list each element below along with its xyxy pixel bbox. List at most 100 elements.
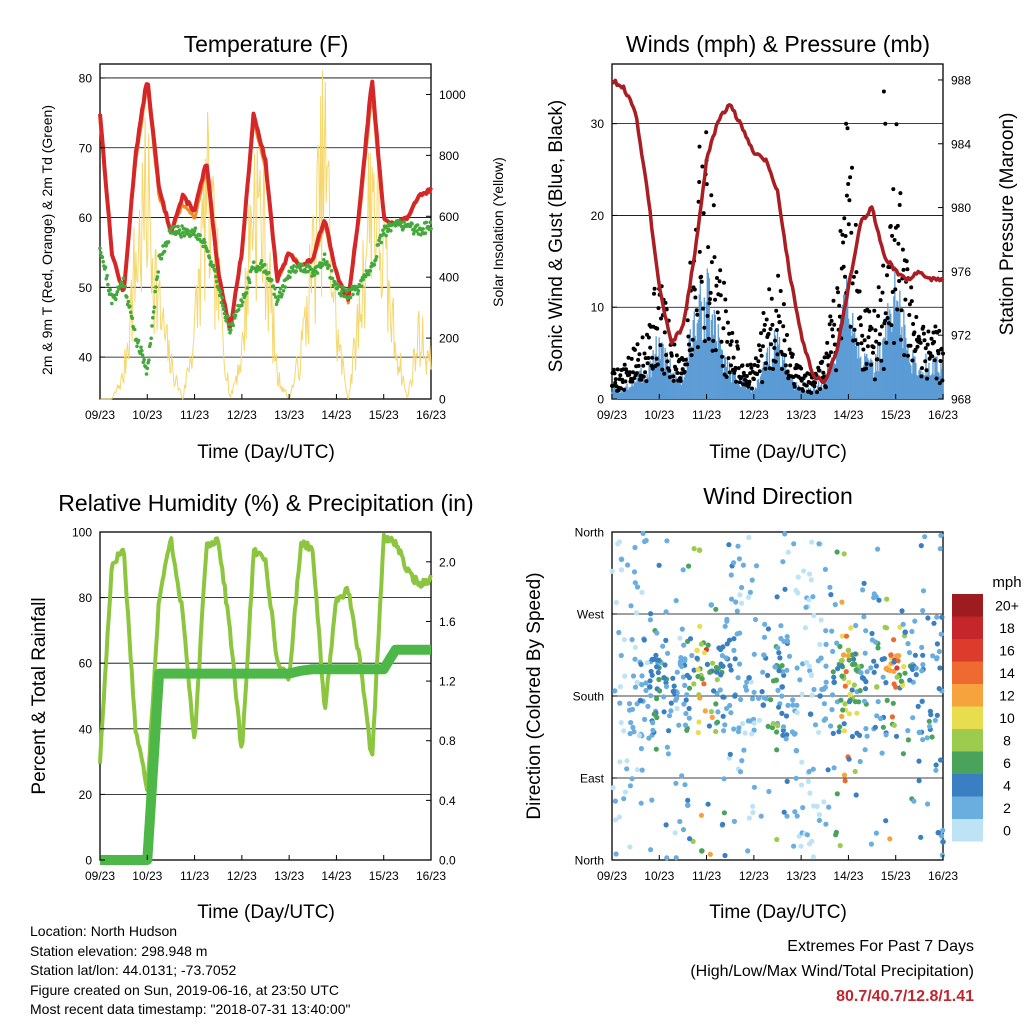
gust-point: [611, 367, 616, 372]
direction-point: [930, 653, 936, 659]
direction-point: [834, 549, 840, 555]
direction-point: [823, 679, 829, 685]
gust-point: [844, 193, 849, 198]
dewpoint-point: [245, 286, 250, 290]
direction-point: [761, 634, 768, 640]
gust-point: [664, 353, 669, 357]
direction-point: [891, 659, 897, 665]
gust-point: [720, 354, 725, 359]
gust-point: [855, 341, 860, 346]
gust-point: [731, 355, 736, 360]
gust-point: [929, 336, 934, 341]
gust-point: [729, 339, 734, 344]
direction-point: [823, 641, 829, 648]
direction-point: [846, 699, 853, 705]
humidity-right-tick-label: 2.0: [439, 555, 456, 569]
dewpoint-point: [341, 285, 346, 290]
direction-point: [822, 566, 829, 573]
direction-point: [744, 679, 750, 685]
dewpoint-point: [374, 254, 379, 259]
gust-point: [622, 387, 627, 392]
gust-point: [652, 291, 656, 296]
gust-point: [622, 362, 627, 367]
direction-point: [811, 612, 817, 619]
direction-point: [940, 839, 946, 845]
gust-point: [850, 165, 854, 170]
gust-point: [844, 121, 849, 126]
direction-point: [795, 574, 801, 580]
direction-point: [874, 713, 880, 719]
station-pressure-line: [610, 78, 945, 385]
direction-point: [776, 650, 782, 656]
direction-point: [639, 673, 645, 679]
direction-point: [731, 726, 737, 732]
direction-point: [761, 652, 767, 658]
direction-point: [811, 686, 817, 693]
gust-point: [909, 299, 914, 304]
humidity-left-tick-label: 40: [79, 722, 93, 736]
gust-point: [762, 328, 767, 333]
dewpoint-point: [193, 226, 198, 230]
direction-left-tick-label: South: [573, 690, 604, 704]
direction-point: [750, 809, 756, 816]
direction-point: [715, 709, 721, 715]
dewpoint-point: [198, 233, 202, 237]
gust-point: [646, 356, 651, 360]
gust-point: [840, 232, 845, 237]
gust-point: [730, 331, 735, 335]
direction-point: [831, 674, 837, 680]
gust-point: [721, 326, 726, 331]
dewpoint-point: [104, 276, 109, 281]
direction-point: [831, 679, 837, 686]
winds-left-ticks: 0 10 20 30: [591, 117, 617, 407]
direction-point: [933, 762, 939, 768]
extremes-summary: Extremes For Past 7 Days (High/Low/Max W…: [690, 934, 974, 1009]
direction-point: [909, 665, 915, 671]
relative-humidity-line: [98, 532, 433, 792]
direction-point: [834, 640, 840, 646]
direction-point: [630, 724, 636, 731]
gust-point: [734, 379, 739, 384]
direction-point: [680, 674, 687, 680]
gust-point: [907, 302, 912, 307]
direction-point: [634, 584, 641, 590]
gust-point: [630, 379, 635, 384]
figure-created: Figure created on Sun, 2019-06-16, at 23…: [30, 981, 339, 998]
temperature-x-tick-label: 09/23: [85, 408, 115, 422]
direction-point: [663, 637, 669, 644]
gust-point: [704, 130, 709, 135]
direction-point: [841, 728, 848, 734]
extremes-values: 80.7/40.7/12.8/1.41: [836, 988, 974, 1005]
dewpoint-point: [429, 227, 433, 231]
direction-point: [912, 652, 919, 658]
gust-point: [656, 306, 661, 311]
humidity-right-tick-label: 1.6: [439, 615, 456, 629]
direction-point: [647, 617, 654, 623]
gust-point: [773, 338, 777, 343]
dewpoint-point: [258, 268, 262, 272]
humidity-right-ticks: 0.0 0.4 0.8 1.2 1.6 2.0: [426, 555, 456, 868]
direction-point: [783, 736, 789, 742]
direction-point: [835, 666, 841, 672]
gust-point: [655, 362, 660, 367]
direction-point: [889, 714, 896, 720]
direction-point: [765, 723, 771, 730]
dewpoint-point: [221, 303, 225, 308]
gust-point: [812, 384, 817, 389]
gust-point: [921, 331, 926, 336]
temperature-x-tick-label: 16/23: [416, 408, 446, 422]
gust-point: [885, 273, 889, 278]
gust-point: [728, 342, 733, 347]
direction-point: [742, 730, 748, 736]
direction-point: [862, 686, 869, 692]
dewpoint-point: [230, 320, 235, 325]
direction-point: [648, 668, 654, 675]
direction-point: [686, 705, 692, 712]
direction-point: [848, 625, 854, 631]
direction-point: [627, 731, 633, 737]
legend-title: mph: [992, 574, 1021, 591]
gust-point: [713, 348, 718, 353]
gust-point: [631, 370, 635, 375]
direction-point: [695, 730, 701, 736]
gust-point: [758, 348, 763, 353]
